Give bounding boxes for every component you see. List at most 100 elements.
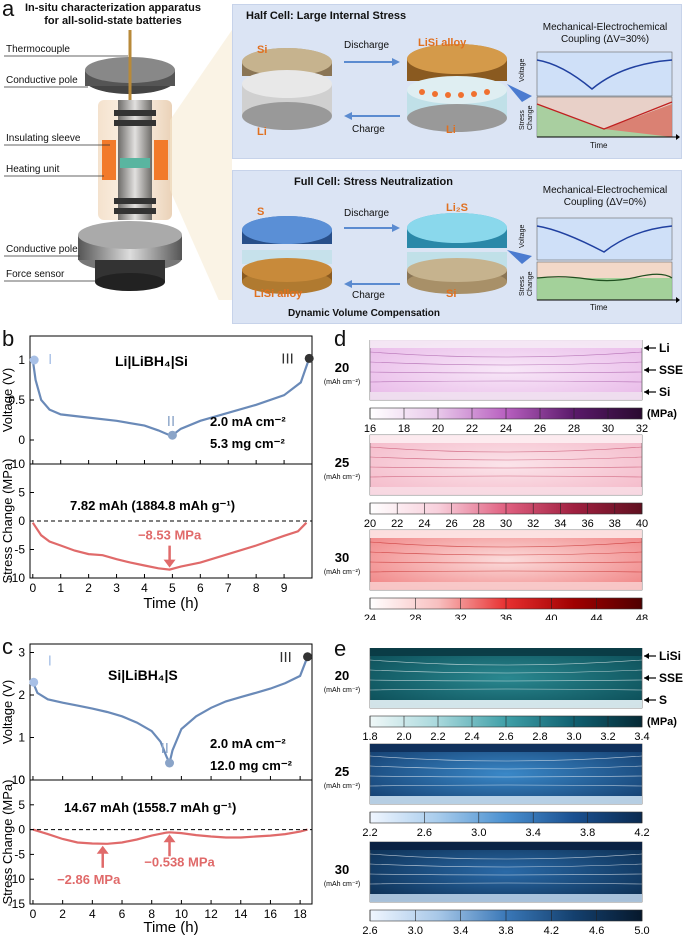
b-stress-ytick-label: 0	[18, 514, 25, 528]
e-layer-label-2: S	[659, 693, 667, 707]
e-map-1-contour	[369, 784, 643, 787]
d-colorbar-0-tick-label: 18	[398, 423, 410, 435]
b-min-arrow-head	[163, 559, 176, 568]
e-colorbar-2-tick-label: 3.0	[408, 925, 423, 936]
e-colorbar-0-tick-label: 1.8	[362, 731, 377, 743]
c-voltage-ytick-label: 2	[18, 688, 25, 702]
c-min2-arrow-head	[163, 834, 176, 843]
d-pressure-1: 25	[335, 455, 349, 470]
full-mech-title: Mechanical-Electrochemical Coupling (ΔV=…	[530, 185, 680, 209]
e-colorbar-0-tick-label: 2.6	[498, 731, 513, 743]
b-stress-xtick-label: 9	[281, 581, 288, 595]
d-pressure-2: 30	[335, 550, 349, 565]
c-stress-ytick-label: -10	[8, 872, 26, 886]
e-colorbar-0-tick-label: 2.8	[532, 731, 547, 743]
full-footer: Dynamic Volume Compensation	[287, 308, 441, 319]
e-map-1-top-layer	[370, 744, 642, 752]
e-colorbar-2-tick-label: 4.6	[589, 925, 604, 936]
e-layer-arrowhead-2	[644, 697, 649, 703]
e-pressure-unit-2: (mAh cm⁻²)	[324, 881, 360, 888]
c-stress-xtick-label: 8	[148, 907, 155, 921]
e-map-1-contour	[369, 755, 643, 762]
c-current-label: 2.0 mA cm⁻²	[210, 736, 286, 751]
half-discharge-label: Discharge	[344, 40, 390, 51]
b-stress-ytick-label: -5	[14, 543, 25, 557]
e-map-1-bottom-layer	[370, 796, 642, 804]
c-stress-frame	[29, 779, 313, 905]
c-ylabel-voltage: Voltage (V)	[0, 680, 15, 744]
e-colorbar-2-tick-label: 2.6	[362, 925, 377, 936]
d-colorbar-0-tick-label: 28	[568, 423, 580, 435]
c-stress-xtick-label: 4	[89, 907, 96, 921]
d-map-0-contour	[369, 380, 643, 383]
c-ylabel-stress: Stress Change (MPa)	[0, 780, 15, 905]
c-stress-xtick-label: 18	[293, 907, 307, 921]
c-marker-III	[303, 652, 313, 662]
stress-maps-e: 20 (mAh cm⁻²) 1.8 2.0 2.2 2.4 2.6 2.8 3.0 3.2 3.4 2…	[324, 648, 683, 936]
d-map-1-top-layer	[370, 435, 642, 443]
e-pressure-1: 25	[335, 764, 349, 779]
half-left-bottom-label: Li	[257, 126, 267, 138]
half-charge-label: Charge	[352, 124, 385, 135]
c-stress-ytick-label: -5	[14, 847, 25, 861]
d-pressure-unit-2: (mAh cm⁻²)	[324, 569, 360, 576]
panel-letter-d: d	[334, 326, 347, 351]
b-stress-ytick-label: 5	[18, 486, 25, 500]
b-stress-ytick-label: 10	[12, 457, 26, 471]
apparatus-illustration	[4, 30, 232, 300]
c-voltage-ytick-label: 3	[18, 646, 25, 660]
d-layer-arrowhead-1	[644, 367, 649, 373]
d-colorbar-1-tick-label: 40	[636, 518, 648, 530]
c-marker-III-label: III	[279, 649, 292, 666]
b-marker-III	[304, 353, 314, 363]
e-colorbar-0-tick-label: 2.4	[464, 731, 479, 743]
full-cell-title: Full Cell: Stress Neutralization	[294, 176, 453, 188]
e-pressure-unit-0: (mAh cm⁻²)	[324, 687, 360, 694]
callout-conductive-pole-bottom: Conductive pole	[6, 244, 78, 255]
callout-insulating-sleeve: Insulating sleeve	[6, 133, 81, 144]
full-mech-title-2: Coupling (ΔV=0%)	[563, 197, 647, 208]
full-mini-ylabel-stress-1: Stress	[519, 276, 526, 296]
d-colorbar-1-tick-label: 24	[418, 518, 430, 530]
c-cell-label: Si|LiBH₄|S	[108, 667, 178, 683]
d-pressure-unit-1: (mAh cm⁻²)	[324, 474, 360, 481]
e-map-2-contour	[369, 853, 643, 860]
callout-conductive-pole-top: Conductive pole	[6, 75, 78, 86]
e-colorbar-1-tick-label: 4.2	[634, 827, 649, 839]
full-mini-ylabel-voltage: Voltage	[519, 224, 526, 248]
e-colorbar-0-tick-label: 3.2	[600, 731, 615, 743]
b-ylabel-voltage: Voltage (V)	[0, 368, 15, 432]
panel-letter-c: c	[2, 634, 13, 659]
e-map-0-top-layer	[370, 648, 642, 656]
c-stress-xtick-label: 14	[234, 907, 248, 921]
d-layer-arrowhead-2	[644, 389, 649, 395]
e-colorbar-2-tick-label: 3.8	[498, 925, 513, 936]
b-loading-label: 5.3 mg cm⁻²	[210, 436, 285, 451]
d-map-2-contour	[369, 551, 643, 556]
b-min-label: −8.53 MPa	[138, 528, 202, 543]
d-map-1-contour	[369, 456, 643, 461]
e-map-0-bottom-layer	[370, 700, 642, 708]
b-marker-II-label: II	[167, 413, 175, 430]
e-colorbar-2-tick-label: 5.0	[634, 925, 649, 936]
d-layer-label-1: SSE	[659, 363, 683, 377]
c-stress-xtick-label: 10	[175, 907, 189, 921]
e-unit-label: (MPa)	[647, 716, 677, 728]
half-mini-ylabel-voltage: Voltage	[519, 58, 526, 82]
e-colorbar-1-tick-label: 3.0	[471, 827, 486, 839]
b-voltage-ytick-label: 1	[18, 353, 25, 367]
panel-letter-a: a	[2, 0, 15, 21]
c-voltage-ytick-label: 0	[18, 773, 25, 787]
c-stress-ytick-label: 0	[18, 823, 25, 837]
d-colorbar-1-tick-label: 28	[473, 518, 485, 530]
b-marker-I	[29, 355, 39, 365]
d-map-0-top-layer	[370, 340, 642, 348]
d-map-1-contour	[369, 475, 643, 478]
panel-letter-b: b	[2, 326, 15, 351]
c-min1-label: −2.86 MPa	[57, 872, 121, 887]
b-stress-xtick-label: 2	[85, 581, 92, 595]
c-voltage-ytick-label: 1	[18, 731, 25, 745]
callout-force-sensor: Force sensor	[6, 269, 65, 280]
d-layer-arrowhead-0	[644, 345, 649, 351]
